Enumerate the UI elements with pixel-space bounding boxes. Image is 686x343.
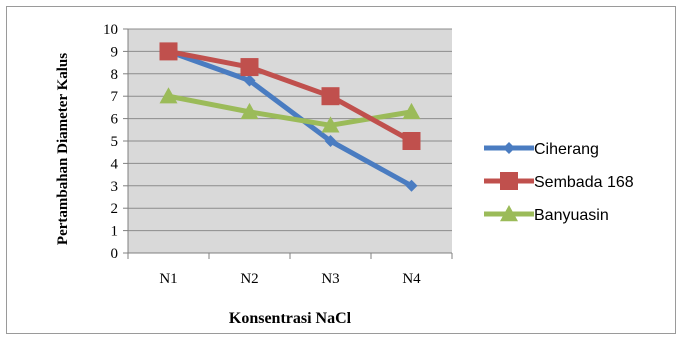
- legend-label-banyuasin: Banyuasin: [534, 207, 609, 224]
- data-point-ciherang-n3: [324, 135, 337, 147]
- y-tick-label-8: 8: [111, 67, 119, 83]
- legend-label-ciherang: Ciherang: [534, 141, 599, 158]
- y-tick-label-7: 7: [111, 89, 119, 105]
- data-point-banyuasin-n2: [240, 102, 259, 120]
- x-tick-label-n2: N2: [240, 271, 258, 287]
- data-point-sembada-168-n3: [321, 87, 340, 106]
- legend-item-ciherang: Ciherang: [484, 141, 599, 158]
- x-axis-title: Konsentrasi NaCl: [229, 310, 352, 327]
- legend-item-banyuasin: Banyuasin: [484, 205, 609, 224]
- x-axis-ticks: N1 N2 N3 N4: [127, 253, 453, 287]
- data-point-sembada-168-n2: [240, 58, 259, 77]
- data-point-ciherang-n2: [243, 74, 256, 87]
- x-tick-label-n4: N4: [402, 271, 421, 287]
- legend-swatch-marker-ciherang: [503, 142, 515, 154]
- data-point-banyuasin-n1: [159, 87, 178, 104]
- x-tick-label-n3: N3: [321, 271, 339, 287]
- series-line-sembada-168: [166, 48, 414, 144]
- y-tick-label-6: 6: [111, 112, 119, 128]
- legend-swatch-marker-banyuasin: [500, 205, 518, 222]
- x-tick-label-n1: N1: [159, 271, 177, 287]
- y-tick-label-4: 4: [111, 156, 119, 172]
- legend-item-sembada-168: Sembada 168: [484, 172, 634, 191]
- y-axis-ticks: 0 1 2 3 4 5 6 7 8 9 10: [103, 22, 128, 262]
- y-tick-label-10: 10: [103, 22, 118, 38]
- y-tick-label-3: 3: [111, 179, 119, 195]
- data-point-banyuasin-n4: [402, 102, 421, 120]
- series-line-ciherang: [166, 48, 414, 189]
- y-tick-label-2: 2: [111, 201, 119, 217]
- legend-label-sembada-168: Sembada 168: [534, 174, 634, 191]
- y-axis-title: Pertambahan Diameter Kalus: [55, 53, 71, 245]
- y-tick-label-0: 0: [111, 246, 119, 262]
- legend-swatch-marker-sembada-168: [500, 172, 518, 190]
- series-layer: [159, 42, 421, 192]
- data-point-sembada-168-n4: [402, 132, 421, 150]
- legend: Ciherang Sembada 168 Banyuasin: [484, 141, 634, 224]
- data-point-sembada-168-n1: [159, 42, 178, 61]
- data-point-banyuasin-n3: [321, 116, 340, 133]
- series-sembada-168: [159, 42, 421, 150]
- data-point-ciherang-n4: [405, 179, 418, 192]
- y-tick-label-5: 5: [111, 134, 119, 150]
- y-tick-label-1: 1: [111, 224, 119, 240]
- y-tick-label-9: 9: [111, 44, 119, 60]
